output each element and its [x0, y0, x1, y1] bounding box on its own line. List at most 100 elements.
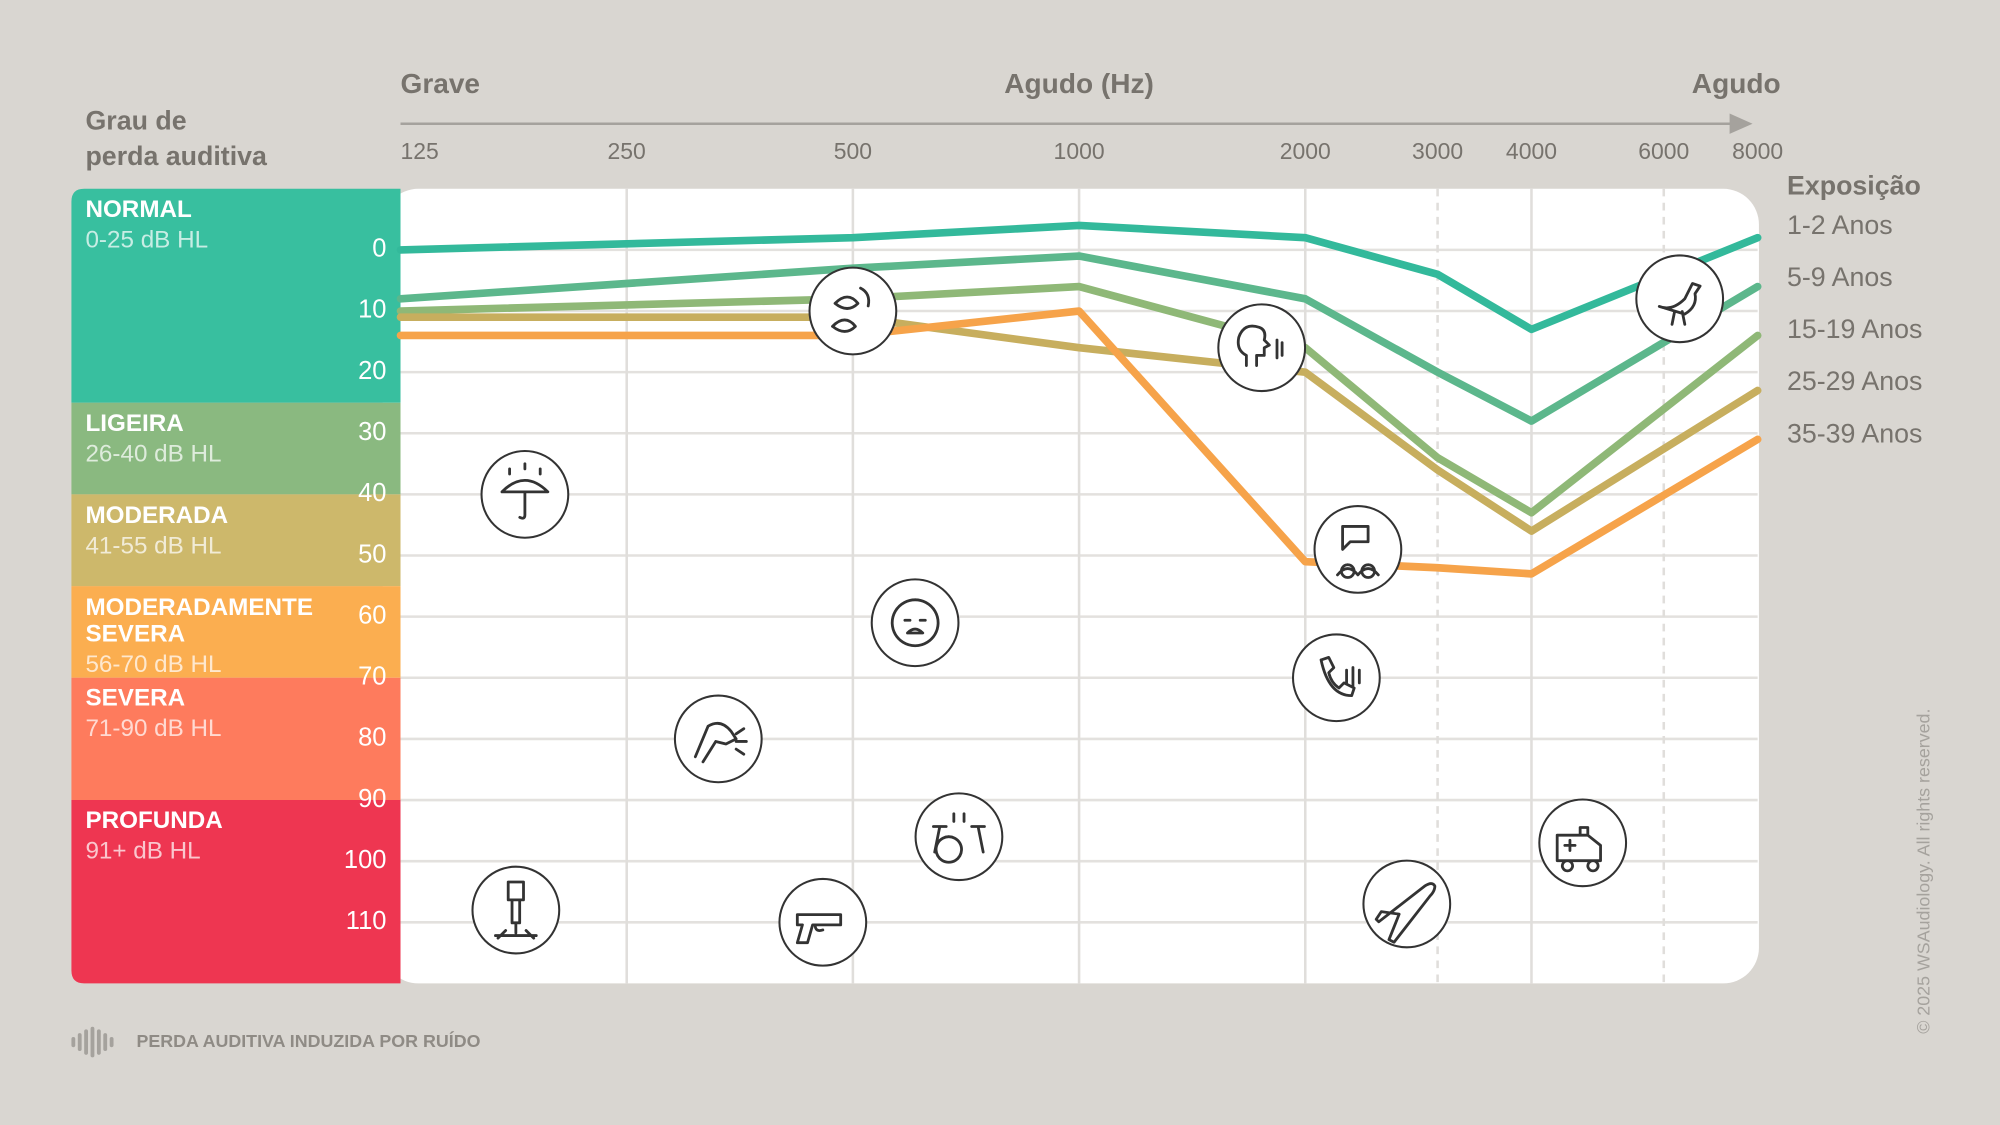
marker-circle	[808, 266, 898, 356]
band-text: MODERADA 41-55 dB HL	[85, 502, 340, 561]
sound-marker	[1217, 303, 1307, 393]
sound-marker	[778, 877, 868, 967]
band	[71, 402, 401, 495]
band	[71, 677, 401, 801]
band-range: 56-70 dB HL	[85, 651, 222, 678]
x-tick-label: 125	[401, 138, 439, 164]
marker-icon	[494, 880, 538, 940]
sound-marker	[673, 694, 763, 784]
y-tick-label: 20	[358, 357, 386, 385]
x-tick-label: 500	[834, 138, 872, 164]
sound-marker	[480, 450, 570, 539]
marker-circle	[673, 694, 763, 784]
band-range: 0-25 dB HL	[85, 227, 209, 254]
series-line	[396, 221, 1762, 334]
plot-area	[382, 188, 1759, 984]
legend-label: 1-2 Anos	[1787, 210, 1893, 240]
band-range: 26-40 dB HL	[85, 440, 222, 468]
band-text: SEVERA 71-90 dB HL	[85, 685, 340, 744]
marker-icon	[1236, 324, 1284, 367]
y-tick-label: 10	[358, 296, 386, 324]
legend-label: 5-9 Anos	[1787, 262, 1893, 292]
band-text: NORMAL 0-25 dB HL	[85, 196, 340, 255]
sound-marker	[1362, 859, 1452, 949]
sound-marker	[1635, 254, 1725, 344]
band	[71, 188, 401, 403]
sound-marker	[1538, 798, 1628, 888]
legend-title: Exposição	[1787, 171, 1921, 201]
y-tick-label: 80	[358, 724, 386, 752]
y-tick-label: 40	[358, 479, 386, 507]
y-tick-label: 60	[358, 601, 386, 629]
marker-circle	[1538, 798, 1628, 888]
band-text: SEVERA 71-90 dB HL	[85, 685, 340, 744]
marker-icon	[500, 462, 550, 520]
footer-icon	[71, 1026, 114, 1058]
x-tick-label: 250	[608, 138, 646, 164]
marker-icon	[1336, 525, 1380, 579]
marker-circle	[870, 578, 960, 668]
band-text: MODERADA 41-55 dB HL	[85, 502, 340, 561]
sound-marker	[808, 266, 898, 356]
marker-icon	[831, 286, 871, 333]
band-label: PROFUNDA	[85, 807, 223, 835]
copyright: © 2025 WSAudiology. All rights reserved.	[1913, 709, 1933, 1034]
sound-marker	[1291, 633, 1381, 723]
y-tick-label: 100	[344, 846, 387, 874]
x-annotation: Grave	[401, 68, 481, 99]
x-tick-label: 6000	[1638, 138, 1689, 164]
marker-circle	[1291, 633, 1381, 723]
y-tick-label: 70	[358, 663, 386, 691]
footer: PERDA AUDITIVA INDUZIDA POR RUÍDO	[136, 1030, 480, 1051]
band-text: PROFUNDA 91+ dB HL	[85, 808, 340, 867]
x-annotation: Agudo (Hz)	[1004, 68, 1154, 99]
y-tick-label: 0	[372, 235, 386, 263]
x-tick-label: 2000	[1280, 138, 1331, 164]
marker-icon	[1319, 655, 1361, 698]
marker-circle	[1313, 505, 1403, 594]
band-label: MODERADA	[85, 502, 229, 529]
legend-label: 25-29 Anos	[1787, 366, 1922, 396]
y-axis-label: perda auditiva	[85, 141, 268, 171]
x-tick-label: 1000	[1054, 138, 1105, 164]
arrow-head	[1729, 113, 1753, 134]
band-text: MODERADAMENTE SEVERA 56-70 dB HL	[85, 594, 340, 679]
band	[71, 494, 401, 587]
band-text: PROFUNDA 91+ dB HL	[85, 808, 340, 867]
band-text: MODERADAMENTE SEVERA 56-70 dB HL	[85, 594, 340, 679]
y-tick-label: 110	[346, 907, 387, 935]
marker-icon	[932, 812, 986, 864]
marker-circle	[471, 865, 561, 955]
x-annotation: Agudo	[1692, 68, 1781, 99]
x-tick-label: 8000	[1732, 138, 1783, 164]
band-label: NORMAL	[85, 196, 192, 224]
marker-icon	[890, 598, 940, 648]
sound-marker	[471, 865, 561, 955]
sound-marker	[914, 792, 1004, 882]
legend-label: 35-39 Anos	[1787, 418, 1922, 448]
marker-circle	[1362, 859, 1452, 949]
marker-icon	[1374, 882, 1437, 944]
marker-circle	[1217, 303, 1307, 393]
band	[71, 800, 401, 984]
band-range: 91+ dB HL	[85, 838, 201, 866]
x-tick-label: 3000	[1412, 138, 1463, 164]
y-tick-label: 90	[358, 785, 386, 813]
x-tick-label: 4000	[1506, 138, 1557, 164]
band-label: LIGEIRA	[85, 410, 184, 438]
marker-circle	[778, 877, 868, 967]
band-label: MODERADAMENTE SEVERA	[85, 593, 313, 648]
marker-icon	[795, 913, 843, 945]
sound-marker	[1313, 505, 1403, 594]
band-text: NORMAL 0-25 dB HL	[85, 196, 340, 255]
band-label: SEVERA	[85, 685, 186, 713]
sound-markers	[471, 254, 1725, 967]
y-tick-label: 50	[358, 540, 386, 568]
marker-icon	[1555, 826, 1602, 873]
marker-circle	[914, 792, 1004, 882]
